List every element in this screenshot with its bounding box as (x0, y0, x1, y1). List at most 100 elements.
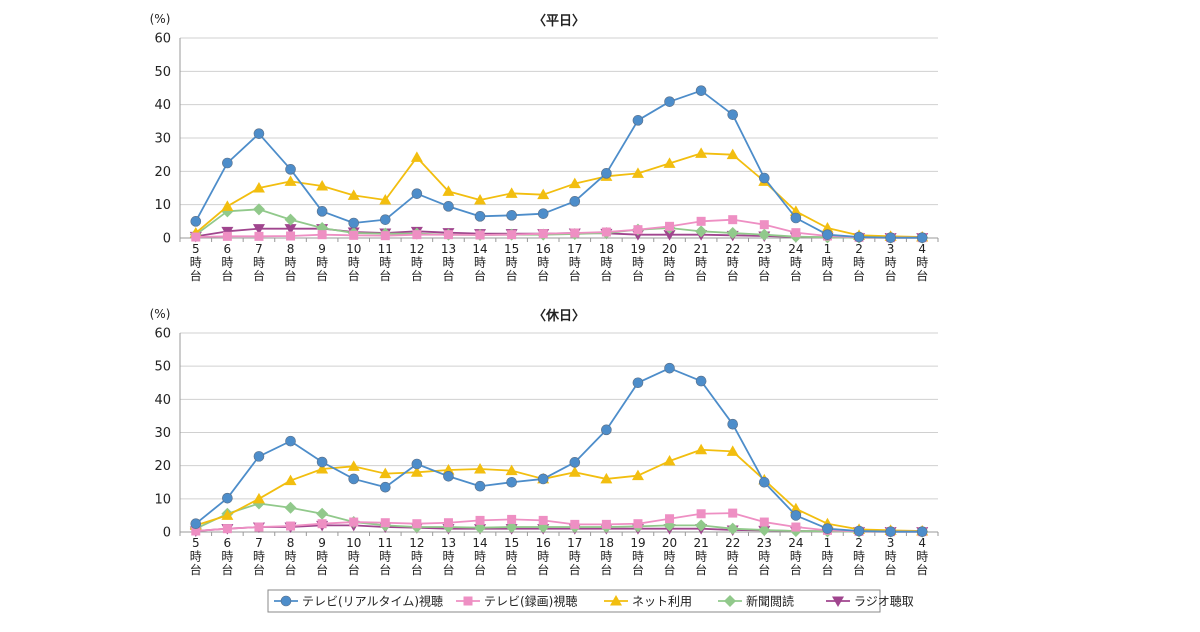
y-axis-label: (%) (150, 12, 171, 26)
x-tick-label: 3 時台 (885, 536, 897, 577)
data-point-newspaper (726, 227, 739, 239)
data-point-tv_realtime (822, 229, 833, 240)
x-tick-label: 6 時台 (221, 242, 233, 283)
series-line-tv_recorded (195, 218, 923, 239)
y-tick-label: 60 (154, 327, 171, 342)
data-point-newspaper (695, 519, 708, 532)
x-tick-label: 2 時台 (853, 242, 865, 283)
x-tick-label: 21 時台 (693, 242, 708, 283)
data-point-net (347, 189, 360, 200)
x-tick-label: 17 時台 (567, 242, 582, 283)
x-tick-label: 24 時台 (788, 536, 803, 577)
x-tick-label: 19 時台 (630, 242, 645, 283)
data-point-tv_realtime (506, 476, 517, 488)
x-tick-label: 1 時台 (821, 242, 833, 283)
data-point-newspaper (505, 521, 518, 534)
series-net (189, 147, 929, 242)
data-point-tv_recorded (475, 515, 485, 525)
data-point-tv_recorded (759, 517, 769, 527)
data-point-newspaper (284, 501, 297, 514)
data-point-tv_realtime (632, 377, 644, 389)
data-point-tv_realtime (758, 172, 770, 184)
data-point-tv_realtime (790, 212, 802, 224)
data-point-tv_realtime (222, 157, 233, 169)
data-point-radio (252, 224, 265, 235)
data-point-tv_realtime (885, 526, 896, 537)
x-tick-label: 9 時台 (316, 536, 328, 577)
legend-marker (463, 596, 473, 606)
data-point-tv_recorded (570, 519, 580, 529)
data-point-tv_recorded (443, 518, 453, 528)
data-point-tv_realtime (885, 232, 896, 243)
data-point-net (631, 167, 644, 178)
data-point-net (631, 469, 644, 481)
data-point-tv_realtime (316, 456, 328, 468)
chart-title: 〈休日〉 (533, 308, 585, 324)
data-point-net (379, 467, 392, 479)
data-point-tv_realtime (695, 375, 707, 387)
data-point-newspaper (758, 228, 771, 241)
data-point-newspaper (316, 507, 329, 520)
data-point-tv_realtime (916, 232, 928, 243)
data-point-tv_recorded (696, 216, 706, 226)
data-point-tv_recorded (665, 221, 675, 231)
data-point-tv_realtime (916, 526, 928, 537)
x-tick-label: 23 時台 (757, 242, 772, 283)
data-point-tv_recorded (412, 519, 422, 529)
x-tick-label: 3 時台 (885, 242, 897, 283)
legend-item-net: ネット利用 (604, 595, 692, 609)
legend-item-tv_realtime: テレビ(リアルタイム)視聴 (274, 594, 443, 609)
x-tick-label: 15 時台 (504, 242, 519, 283)
data-point-tv_recorded (538, 515, 548, 525)
data-point-tv_recorded (349, 230, 359, 240)
data-point-net (474, 462, 487, 474)
data-point-net (568, 177, 581, 189)
data-point-net (442, 463, 455, 475)
data-point-tv_recorded (222, 231, 232, 241)
legend-marker (724, 595, 736, 607)
x-tick-label: 12 時台 (409, 536, 424, 577)
y-tick-label: 10 (154, 198, 171, 213)
data-point-tv_recorded (254, 231, 264, 241)
data-point-tv_recorded (601, 227, 611, 237)
series-tv_realtime (190, 85, 928, 243)
x-tick-label: 4 時台 (916, 242, 928, 283)
data-point-net (663, 455, 676, 466)
chart-title: 〈平日〉 (533, 13, 585, 29)
legend-marker (832, 596, 844, 607)
x-tick-label: 24 時台 (788, 242, 803, 283)
data-point-tv_realtime (664, 96, 675, 107)
legend-marker (610, 595, 622, 606)
data-point-newspaper (758, 524, 771, 537)
legend-label: テレビ(録画)視聴 (484, 594, 577, 609)
data-point-tv_realtime (253, 128, 265, 139)
data-point-tv_realtime (537, 208, 549, 219)
data-point-net (252, 182, 265, 193)
data-point-tv_realtime (474, 480, 486, 492)
data-point-tv_recorded (791, 522, 801, 532)
series-line-tv_recorded (195, 512, 923, 533)
x-tick-label: 2 時台 (853, 536, 865, 577)
data-point-net (284, 474, 297, 486)
data-point-radio (663, 230, 676, 241)
x-tick-label: 1 時台 (821, 536, 833, 577)
x-tick-label: 7 時台 (253, 242, 265, 283)
series-line-tv_realtime (195, 367, 923, 533)
data-point-net (505, 187, 518, 198)
x-tick-label: 4 時台 (916, 536, 928, 577)
data-point-tv_recorded (696, 509, 706, 519)
data-point-tv_realtime (285, 164, 296, 175)
series-line-net (195, 152, 923, 238)
data-point-tv_realtime (569, 457, 581, 468)
x-tick-label: 8 時台 (285, 242, 297, 283)
x-tick-label: 6 時台 (221, 536, 233, 577)
data-point-newspaper (695, 225, 708, 238)
x-tick-label: 5 時台 (190, 242, 202, 283)
data-point-tv_realtime (285, 435, 296, 447)
data-point-tv_recorded (601, 519, 611, 529)
data-point-tv_recorded (728, 215, 738, 225)
data-point-tv_realtime (790, 510, 802, 521)
data-point-tv_realtime (379, 481, 391, 493)
data-point-tv_recorded (665, 514, 675, 524)
